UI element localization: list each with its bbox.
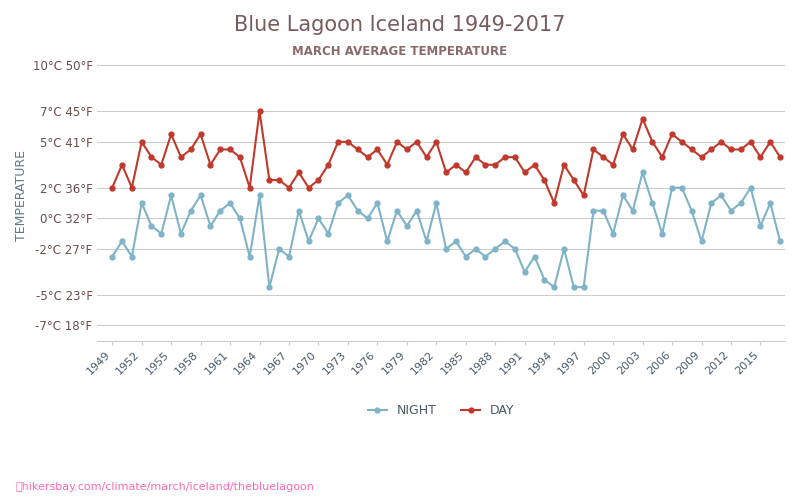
Text: Blue Lagoon Iceland 1949-2017: Blue Lagoon Iceland 1949-2017 (234, 15, 566, 35)
Text: 📍hikersbay.com/climate/march/iceland/thebluelagoon: 📍hikersbay.com/climate/march/iceland/the… (16, 482, 315, 492)
Y-axis label: TEMPERATURE: TEMPERATURE (15, 150, 28, 241)
Legend: NIGHT, DAY: NIGHT, DAY (362, 398, 520, 421)
Text: MARCH AVERAGE TEMPERATURE: MARCH AVERAGE TEMPERATURE (293, 45, 507, 58)
